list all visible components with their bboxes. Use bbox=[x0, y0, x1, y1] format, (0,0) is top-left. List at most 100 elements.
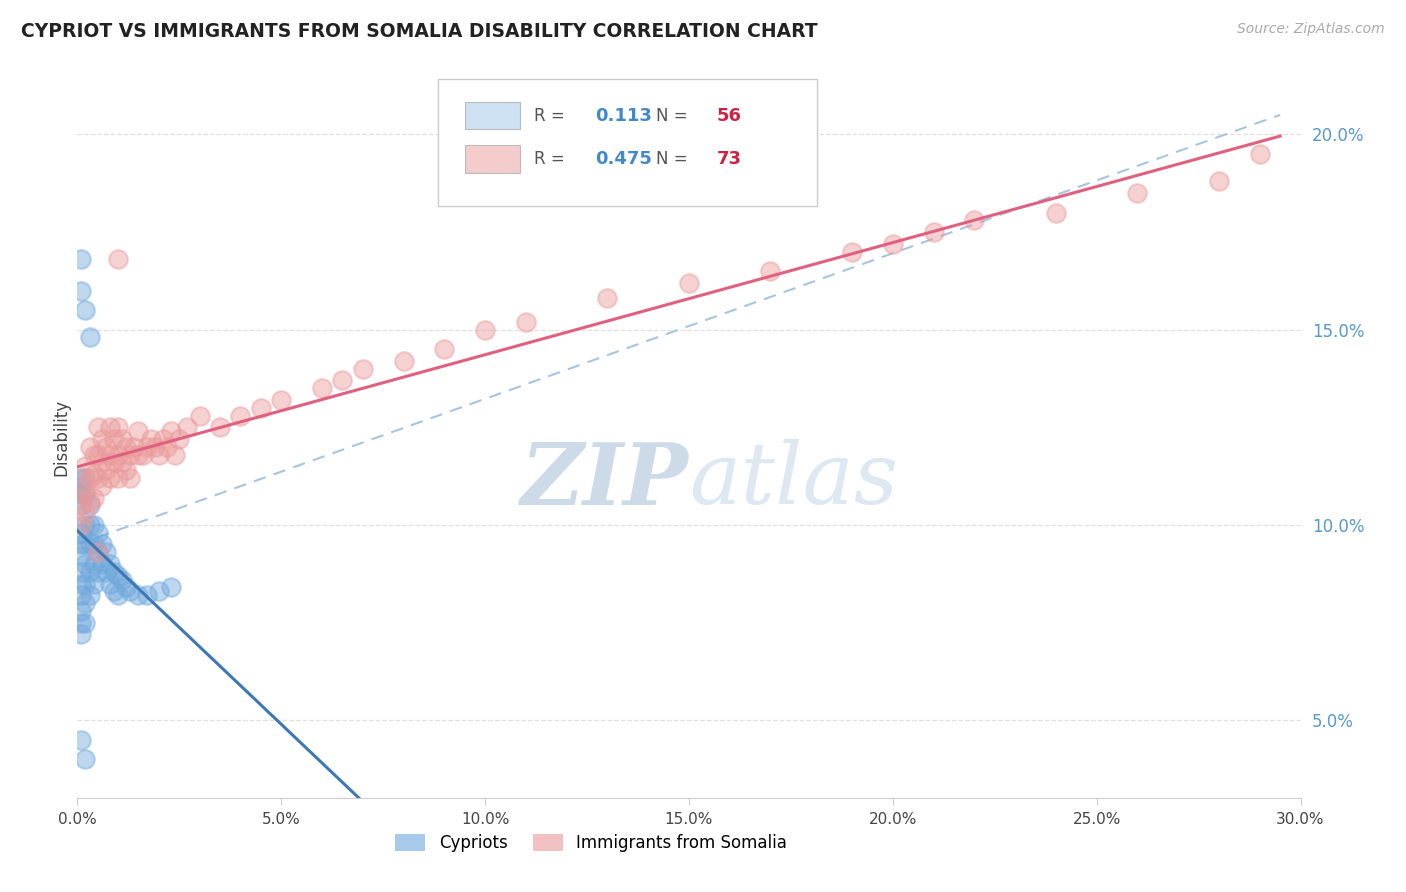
Point bbox=[98, 471, 121, 485]
Point bbox=[70, 284, 93, 298]
Point bbox=[70, 486, 93, 500]
Point bbox=[94, 565, 117, 579]
Point bbox=[70, 479, 93, 493]
Point bbox=[70, 604, 93, 618]
Point bbox=[250, 401, 273, 415]
Point bbox=[94, 545, 117, 559]
Point bbox=[75, 615, 97, 630]
Point bbox=[208, 420, 231, 434]
Point bbox=[98, 576, 121, 591]
Point bbox=[83, 467, 105, 482]
Point bbox=[759, 264, 782, 278]
Text: R =: R = bbox=[534, 150, 569, 168]
Point bbox=[120, 584, 142, 599]
Point bbox=[70, 471, 93, 485]
Text: 56: 56 bbox=[717, 106, 742, 125]
Point bbox=[111, 432, 134, 446]
Point bbox=[176, 420, 198, 434]
Point bbox=[83, 537, 105, 551]
Point bbox=[352, 361, 374, 376]
Point bbox=[83, 557, 105, 571]
Text: 0.475: 0.475 bbox=[595, 150, 651, 168]
Point bbox=[107, 588, 129, 602]
Point bbox=[79, 499, 101, 513]
Point bbox=[156, 440, 179, 454]
Point bbox=[70, 627, 93, 641]
Point bbox=[79, 330, 101, 344]
Point bbox=[270, 392, 292, 407]
Point bbox=[87, 448, 110, 462]
Point bbox=[107, 471, 129, 485]
Point bbox=[139, 432, 162, 446]
Point bbox=[474, 323, 496, 337]
Point bbox=[70, 732, 93, 747]
Point bbox=[70, 499, 93, 513]
Point bbox=[120, 448, 142, 462]
Point bbox=[148, 584, 170, 599]
Point bbox=[120, 471, 142, 485]
Point bbox=[75, 486, 97, 500]
Point bbox=[103, 432, 125, 446]
Point bbox=[188, 409, 211, 423]
Point bbox=[332, 374, 354, 388]
Point bbox=[143, 440, 166, 454]
Point bbox=[79, 537, 101, 551]
Point bbox=[107, 568, 129, 582]
Point bbox=[83, 576, 105, 591]
Point bbox=[90, 479, 112, 493]
Point bbox=[70, 576, 93, 591]
Point bbox=[103, 455, 125, 469]
Point bbox=[311, 381, 333, 395]
Point bbox=[152, 432, 174, 446]
FancyBboxPatch shape bbox=[465, 145, 520, 173]
Point bbox=[79, 518, 101, 533]
Point bbox=[94, 440, 117, 454]
Point bbox=[107, 448, 129, 462]
Point bbox=[596, 292, 619, 306]
Point bbox=[75, 518, 97, 533]
Point bbox=[94, 463, 117, 477]
Point bbox=[1208, 174, 1230, 188]
Point bbox=[70, 588, 93, 602]
Point bbox=[678, 276, 700, 290]
Point bbox=[79, 565, 101, 579]
Text: atlas: atlas bbox=[689, 439, 898, 522]
Point bbox=[70, 518, 93, 533]
Point bbox=[882, 236, 904, 251]
Point bbox=[98, 557, 121, 571]
Point bbox=[70, 549, 93, 564]
Point bbox=[392, 354, 415, 368]
Point bbox=[127, 424, 149, 438]
Text: 0.113: 0.113 bbox=[595, 106, 651, 125]
Text: ZIP: ZIP bbox=[522, 439, 689, 522]
Point bbox=[79, 494, 101, 508]
Point bbox=[115, 440, 138, 454]
Point bbox=[131, 448, 153, 462]
Point bbox=[87, 471, 110, 485]
Point bbox=[1045, 205, 1067, 219]
Point bbox=[70, 615, 93, 630]
Point bbox=[103, 565, 125, 579]
Point bbox=[87, 545, 110, 559]
Point bbox=[148, 448, 170, 462]
Text: N =: N = bbox=[657, 150, 693, 168]
Point bbox=[75, 303, 97, 318]
Point bbox=[79, 440, 101, 454]
Point bbox=[75, 471, 97, 485]
Point bbox=[160, 424, 183, 438]
Point bbox=[75, 596, 97, 610]
Point bbox=[79, 471, 101, 485]
Point bbox=[98, 448, 121, 462]
Point bbox=[107, 420, 129, 434]
Point bbox=[90, 432, 112, 446]
Point bbox=[165, 448, 187, 462]
Point bbox=[75, 557, 97, 571]
Point bbox=[515, 315, 537, 329]
Point bbox=[87, 545, 110, 559]
Text: CYPRIOT VS IMMIGRANTS FROM SOMALIA DISABILITY CORRELATION CHART: CYPRIOT VS IMMIGRANTS FROM SOMALIA DISAB… bbox=[21, 22, 818, 41]
Text: R =: R = bbox=[534, 106, 569, 125]
Point bbox=[90, 537, 112, 551]
Point bbox=[90, 557, 112, 571]
Point bbox=[433, 342, 456, 356]
FancyBboxPatch shape bbox=[439, 79, 817, 206]
